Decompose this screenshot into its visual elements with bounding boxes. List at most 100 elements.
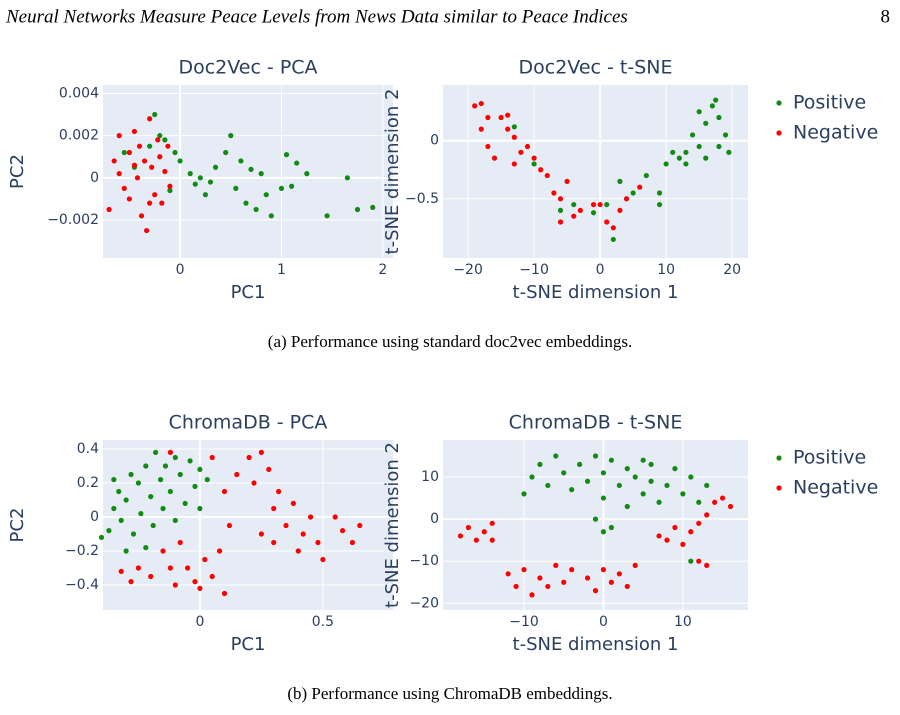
point <box>123 497 129 503</box>
point <box>664 537 670 543</box>
point <box>172 517 178 524</box>
point <box>98 534 105 541</box>
point <box>521 491 527 497</box>
chart-title: Doc2Vec - PCA <box>178 57 317 79</box>
point <box>465 524 472 531</box>
point <box>148 494 154 500</box>
point <box>289 183 295 189</box>
point <box>354 206 361 213</box>
point <box>557 196 564 202</box>
point <box>531 155 537 161</box>
point <box>703 120 709 126</box>
point <box>162 463 169 469</box>
point <box>147 116 153 122</box>
point <box>610 225 616 231</box>
point <box>126 149 132 156</box>
point <box>121 185 127 191</box>
point <box>478 126 484 132</box>
point <box>234 471 240 478</box>
point <box>320 556 326 563</box>
point <box>529 474 535 480</box>
point <box>283 152 290 158</box>
point <box>167 565 173 571</box>
point <box>116 488 122 495</box>
point <box>349 539 356 546</box>
point <box>263 192 269 198</box>
point <box>672 466 678 472</box>
point <box>192 181 198 187</box>
point <box>564 178 570 184</box>
point <box>177 158 183 164</box>
point <box>696 143 702 150</box>
point <box>592 588 599 594</box>
point <box>656 533 662 539</box>
point <box>116 171 122 177</box>
point <box>141 158 148 164</box>
point <box>177 539 183 546</box>
x-tick-label: 10 <box>674 614 692 630</box>
point <box>192 483 198 490</box>
point <box>131 128 138 135</box>
y-tick-label: 0 <box>430 133 439 149</box>
point <box>172 582 178 588</box>
point <box>135 565 142 571</box>
point <box>696 558 702 564</box>
point <box>553 562 559 568</box>
point <box>640 457 646 463</box>
chart-title: ChromaDB - t-SNE <box>509 412 683 434</box>
legend-label: Negative <box>793 122 878 144</box>
point <box>202 192 209 198</box>
legend-marker <box>776 455 782 461</box>
point <box>111 505 117 512</box>
point <box>209 454 215 461</box>
point <box>608 457 614 463</box>
point <box>584 575 591 581</box>
point <box>118 517 124 524</box>
point <box>643 172 649 179</box>
point <box>624 583 630 590</box>
chart-title: Doc2Vec - t-SNE <box>519 57 673 79</box>
point <box>545 583 551 590</box>
plot-area <box>443 440 748 610</box>
point <box>726 149 732 155</box>
point <box>491 155 498 161</box>
point <box>118 568 124 575</box>
point <box>478 100 484 107</box>
point <box>604 219 610 225</box>
point <box>152 192 158 198</box>
chart-title: ChromaDB - PCA <box>169 412 328 434</box>
point <box>716 114 722 121</box>
point <box>126 196 132 202</box>
point <box>600 529 607 535</box>
point <box>696 499 702 505</box>
point <box>648 461 654 468</box>
point <box>577 207 583 213</box>
point <box>143 545 149 551</box>
point <box>485 143 491 150</box>
point <box>597 201 603 208</box>
point <box>221 590 228 597</box>
x-tick-label: 0 <box>195 614 204 630</box>
point <box>529 592 535 598</box>
point <box>688 474 694 480</box>
x-tick-label: −20 <box>453 262 483 278</box>
point <box>704 512 710 518</box>
point <box>278 185 285 191</box>
point <box>683 149 689 155</box>
point <box>624 503 630 510</box>
point <box>569 487 575 493</box>
point <box>248 166 254 172</box>
x-tick-label: −10 <box>519 262 549 278</box>
point <box>709 103 715 109</box>
point <box>157 477 164 483</box>
point <box>339 528 346 534</box>
point <box>295 548 301 554</box>
point <box>357 522 363 529</box>
point <box>251 480 257 486</box>
point <box>290 500 296 507</box>
x-tick-label: 1 <box>277 262 286 278</box>
point <box>630 190 636 196</box>
point <box>656 201 663 208</box>
point <box>489 520 495 526</box>
